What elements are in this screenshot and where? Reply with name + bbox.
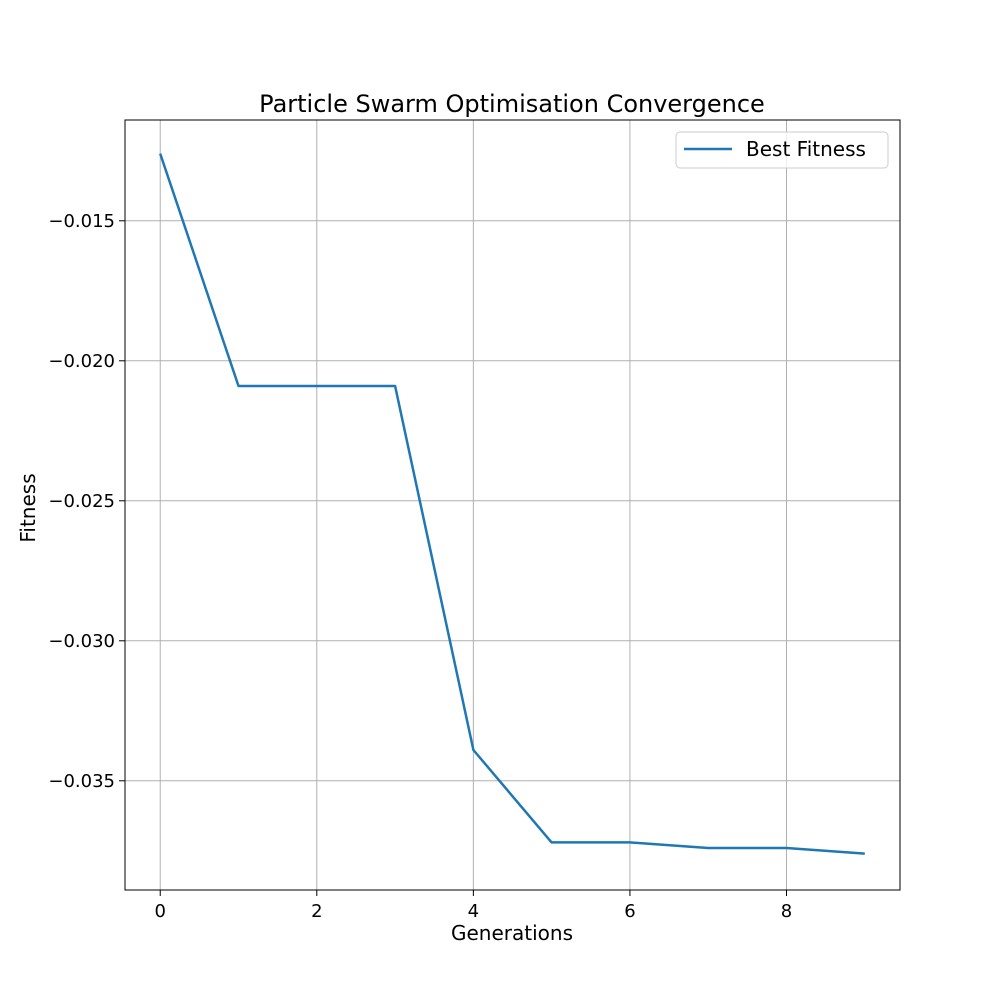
y-tick-label: −0.030 [48, 631, 115, 652]
x-tick-label: 8 [781, 901, 792, 922]
series-line-best-fitness [159, 153, 865, 855]
legend: Best Fitness [675, 131, 889, 169]
series-layer [159, 153, 865, 855]
y-tick-label: −0.015 [48, 211, 115, 232]
y-tick-label: −0.020 [48, 351, 115, 372]
x-tick-label: 0 [155, 901, 166, 922]
grid [125, 120, 900, 890]
x-tick-label: 4 [468, 901, 479, 922]
legend-box [675, 131, 889, 169]
y-tick-label: −0.035 [48, 771, 115, 792]
x-axis-label: Generations [451, 921, 573, 945]
ticks: 0 2 4 6 8 −0.015 −0.020 −0.025 −0.030 −0.035 [48, 211, 792, 922]
y-axis-label: Fitness [16, 473, 40, 542]
legend-label-best-fitness: Best Fitness [746, 137, 866, 161]
plot-frame [124, 119, 901, 891]
x-tick-label: 6 [624, 901, 635, 922]
x-tick-label: 2 [311, 901, 322, 922]
chart-title: Particle Swarm Optimisation Convergence [259, 90, 765, 118]
y-tick-label: −0.025 [48, 491, 115, 512]
